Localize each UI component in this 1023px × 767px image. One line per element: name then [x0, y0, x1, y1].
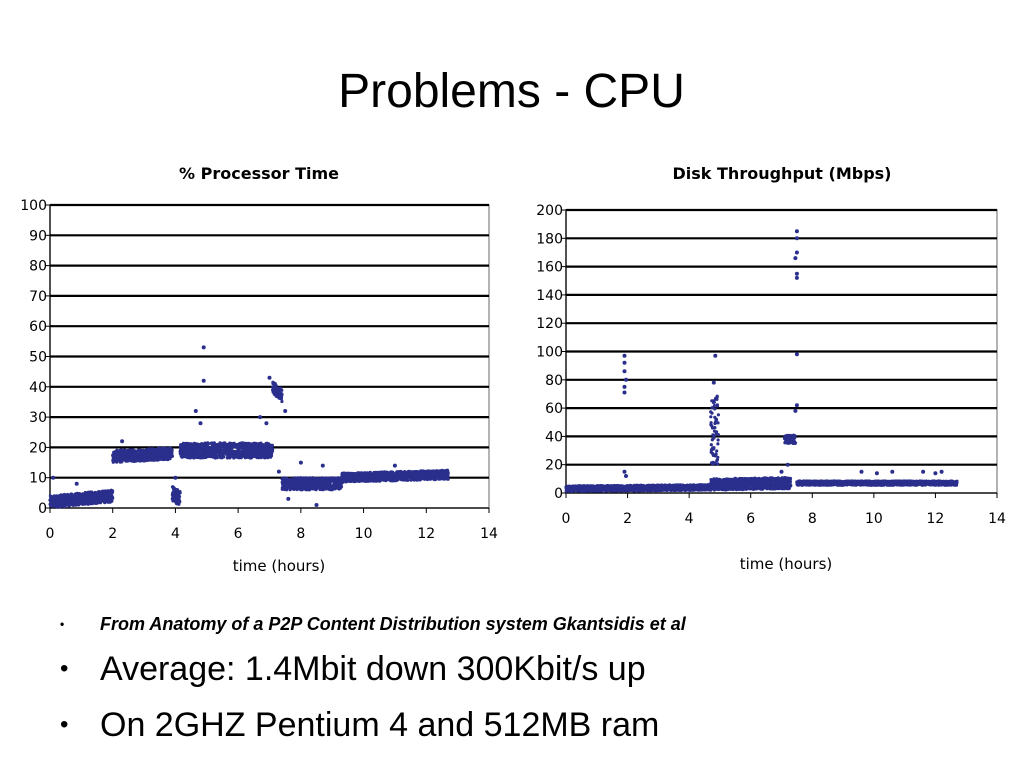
data-point [298, 460, 303, 465]
x-tick-label: 8 [808, 511, 817, 527]
data-point [170, 454, 174, 458]
data-point [230, 446, 234, 450]
data-point [280, 388, 284, 392]
data-point [207, 442, 211, 446]
x-tick-label: 6 [234, 526, 243, 542]
data-point [314, 503, 319, 507]
data-point [269, 454, 274, 458]
data-points [564, 229, 959, 493]
x-tick-label: 12 [417, 526, 435, 542]
x-tick-label: 2 [623, 511, 632, 527]
data-point [406, 478, 410, 482]
data-point [74, 481, 79, 486]
data-point [110, 499, 114, 503]
data-point [296, 476, 300, 480]
data-point [274, 384, 278, 388]
x-tick-label: 10 [355, 526, 373, 542]
y-tick-label: 90 [29, 228, 47, 244]
y-tick-label: 20 [29, 440, 47, 456]
x-tick-label: 10 [865, 511, 883, 527]
data-point [170, 450, 174, 454]
data-point [264, 421, 269, 426]
data-point [201, 345, 206, 350]
y-tick-label: 60 [545, 401, 563, 417]
data-point [279, 397, 283, 401]
data-point [320, 463, 325, 468]
data-point [170, 448, 174, 452]
x-tick-label: 6 [746, 511, 755, 527]
y-tick-label: 120 [536, 316, 563, 332]
data-point [446, 475, 450, 479]
y-tick-label: 100 [536, 345, 563, 361]
x-tick-label: 4 [171, 526, 180, 542]
y-tick-label: 100 [20, 198, 47, 214]
y-tick-label: 70 [29, 289, 47, 305]
y-tick-label: 160 [536, 260, 563, 276]
data-point [111, 489, 115, 493]
data-point [173, 475, 178, 480]
y-tick-label: 80 [29, 259, 47, 275]
x-tick-label: 14 [988, 511, 1006, 527]
data-point [446, 471, 450, 475]
data-point [263, 456, 267, 460]
y-tick-label: 40 [545, 429, 563, 445]
data-points [48, 345, 450, 509]
y-tick-label: 50 [29, 350, 47, 366]
y-tick-label: 40 [29, 380, 47, 396]
x-tick-label: 14 [480, 526, 498, 542]
processor-time-chart: % Processor Time 0 10 20 30 40 50 60 70 80 90 100 0 2… [20, 164, 498, 575]
y-tick-label: 180 [536, 231, 563, 247]
x-tick-label: 0 [46, 526, 55, 542]
y-tick-label: 200 [536, 203, 563, 219]
data-point [339, 485, 344, 489]
x-tick-label: 12 [927, 511, 945, 527]
data-point [446, 477, 450, 481]
x-tick-label: 2 [108, 526, 117, 542]
data-point [392, 463, 397, 468]
data-point [51, 475, 56, 480]
data-point [258, 415, 263, 420]
y-tick-label: 60 [29, 319, 47, 335]
slide-title: Problems - CPU [338, 65, 685, 118]
data-point [283, 409, 288, 413]
chart-title: % Processor Time [179, 164, 339, 183]
data-point [178, 500, 182, 504]
y-tick-label: 20 [545, 458, 563, 474]
data-point [286, 496, 291, 501]
data-point [261, 443, 265, 447]
data-point [178, 491, 182, 495]
data-point [276, 469, 281, 474]
disk-throughput-chart: Disk Throughput (Mbps)020406080100120140… [536, 164, 1006, 573]
data-point [267, 375, 272, 380]
y-tick-label: 140 [536, 288, 563, 304]
data-point [198, 421, 203, 426]
data-point [270, 443, 274, 447]
y-tick-label: 0 [554, 486, 563, 502]
data-point [280, 392, 284, 396]
y-tick-label: 80 [545, 373, 563, 389]
data-point [222, 455, 226, 459]
data-point [201, 378, 206, 383]
data-point [280, 399, 284, 404]
x-tick-label: 0 [562, 511, 571, 527]
data-point [271, 447, 275, 451]
x-tick-label: 8 [296, 526, 305, 542]
y-tick-label: 30 [29, 410, 47, 426]
data-point [193, 409, 198, 413]
x-tick-label: 4 [685, 511, 694, 527]
data-point [120, 439, 125, 444]
x-axis-label: time (hours) [233, 557, 326, 575]
y-tick-label: 10 [29, 471, 47, 487]
chart-title: Disk Throughput (Mbps) [673, 164, 892, 183]
data-point [111, 496, 115, 500]
x-axis-label: time (hours) [740, 555, 833, 573]
data-point [177, 495, 182, 499]
data-point [103, 501, 107, 505]
data-point [237, 449, 241, 453]
y-tick-label: 0 [38, 501, 47, 517]
